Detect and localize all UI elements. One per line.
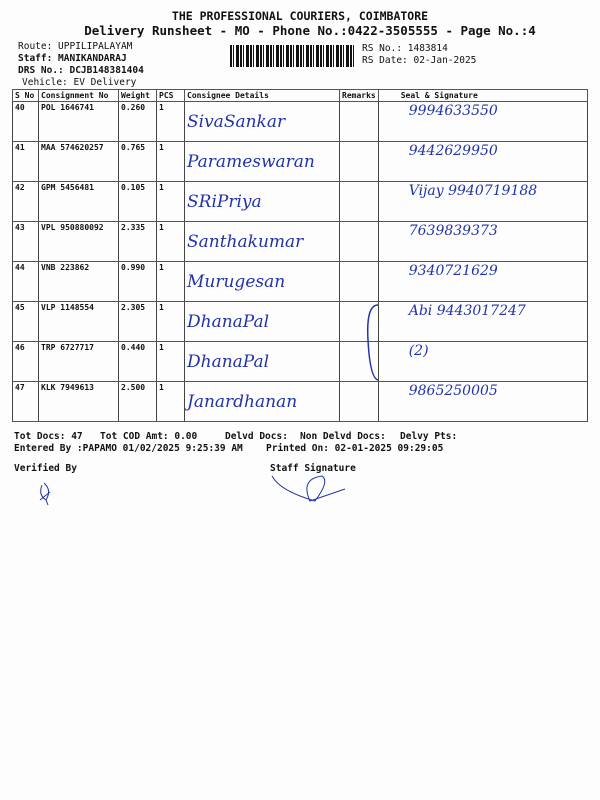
verified-by: Verified By <box>14 463 77 474</box>
consignee-name: DhanaPal <box>184 301 340 342</box>
consignment-no: POL 1646741 <box>38 101 119 142</box>
entered-by: Entered By :PAPAMO 01/02/2025 9:25:39 AM <box>14 443 243 454</box>
table-row: 42 GPM 5456481 0.105 1 SRiPriya Vijay 9940719… <box>12 181 588 222</box>
barcode <box>230 45 356 67</box>
pcs: 1 <box>156 261 185 302</box>
delvy-pts: Delvy Pts: <box>400 431 458 442</box>
signature: (2) <box>377 341 588 382</box>
weight: 2.500 <box>118 381 157 422</box>
signature: Vijay 9940719188 <box>377 181 588 222</box>
consignee-name: SivaSankar <box>184 101 340 142</box>
sno: 43 <box>12 221 39 262</box>
weight: 0.765 <box>118 141 157 182</box>
consignment-no: GPM 5456481 <box>38 181 119 222</box>
company-name: THE PROFESSIONAL COURIERS, COIMBATORE <box>171 9 429 23</box>
consignee-name: SRiPriya <box>184 181 340 222</box>
consignment-no: VLP 1148554 <box>38 301 119 342</box>
printed-on: Printed On: 02-01-2025 09:29:05 <box>266 443 444 454</box>
runsheet-title: Delivery Runsheet - MO - Phone No.:0422-… <box>84 23 536 38</box>
signature: 9865250005 <box>377 381 588 422</box>
table-row: 41 MAA 574620257 0.765 1 Parameswaran 9442629… <box>12 141 588 182</box>
consignment-no: MAA 574620257 <box>38 141 119 182</box>
staff: Staff: MANIKANDARAJ <box>18 53 127 64</box>
sno: 42 <box>12 181 39 222</box>
non-delvd-docs: Non Delvd Docs: <box>300 431 386 442</box>
route: Route: UPPILIPALAYAM <box>18 41 133 52</box>
staff-signature-label: Staff Signature <box>270 463 356 474</box>
consignee-name: Parameswaran <box>184 141 340 182</box>
handwritten-signatures <box>39 475 346 506</box>
consignment-no: KLK 7949613 <box>38 381 119 422</box>
tot-docs: Tot Docs: 47 <box>14 431 83 442</box>
remarks <box>339 101 379 142</box>
weight: 0.440 <box>118 341 157 382</box>
signature: Abi 9443017247 <box>377 301 588 342</box>
table-row: 44 VNB 223862 0.990 1 Murugesan 9340721629 <box>12 261 588 302</box>
rs-no: RS No.: 1483814 <box>362 43 448 54</box>
table-row: 47 KLK 7949613 2.500 1 Janardhanan 9865250005 <box>12 381 588 422</box>
weight: 0.105 <box>118 181 157 222</box>
rs-date: RS Date: 02-Jan-2025 <box>362 55 477 66</box>
weight: 2.335 <box>118 221 157 262</box>
consignee-name: Janardhanan <box>184 381 340 422</box>
pcs: 1 <box>156 341 185 382</box>
remarks <box>339 341 379 382</box>
signature: 9442629950 <box>377 141 588 182</box>
table-row: 45 VLP 1148554 2.305 1 DhanaPal Abi 944301724… <box>12 301 588 342</box>
tot-cod: Tot COD Amt: 0.00 <box>100 431 198 442</box>
remarks <box>339 381 379 422</box>
sno: 40 <box>12 101 39 142</box>
consignee-name: Santhakumar <box>184 221 340 262</box>
signature: 9340721629 <box>377 261 588 302</box>
signature: 7639839373 <box>377 221 588 262</box>
pcs: 1 <box>156 141 185 182</box>
drs-no: DRS No.: DCJB148381404 <box>18 65 144 76</box>
vehicle: Vehicle: EV Delivery <box>22 77 137 88</box>
sno: 41 <box>12 141 39 182</box>
consignment-table: S No Consignment No Weight PCS Consignee… <box>12 89 588 422</box>
delvd-docs: Delvd Docs: <box>225 431 288 442</box>
footer: Tot Docs: 47 Tot COD Amt: 0.00 Delvd Doc… <box>0 431 600 511</box>
pcs: 1 <box>156 221 185 262</box>
